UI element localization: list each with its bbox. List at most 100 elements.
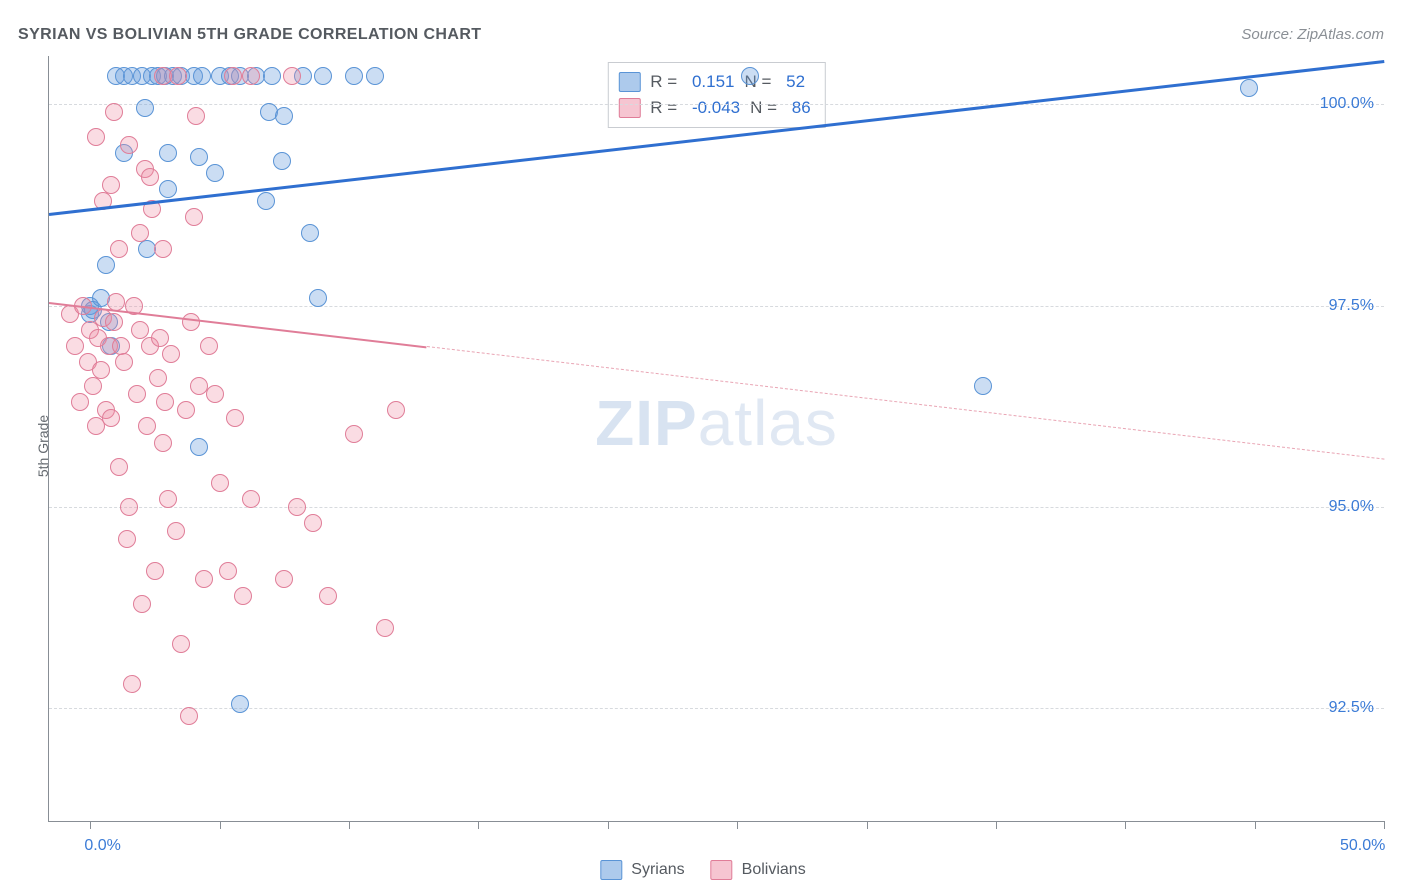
data-point[interactable]: [231, 695, 249, 713]
data-point[interactable]: [309, 289, 327, 307]
data-point[interactable]: [242, 490, 260, 508]
data-point[interactable]: [319, 587, 337, 605]
data-point[interactable]: [187, 107, 205, 125]
source-link[interactable]: ZipAtlas.com: [1297, 26, 1384, 43]
data-point[interactable]: [162, 345, 180, 363]
data-point[interactable]: [110, 240, 128, 258]
data-point[interactable]: [102, 409, 120, 427]
data-point[interactable]: [156, 393, 174, 411]
data-point[interactable]: [159, 490, 177, 508]
data-point[interactable]: [105, 103, 123, 121]
data-point[interactable]: [275, 107, 293, 125]
data-point[interactable]: [387, 401, 405, 419]
data-point[interactable]: [345, 425, 363, 443]
n-value: 52: [786, 69, 805, 95]
data-point[interactable]: [288, 498, 306, 516]
data-point[interactable]: [136, 99, 154, 117]
data-point[interactable]: [219, 562, 237, 580]
data-point[interactable]: [159, 180, 177, 198]
data-point[interactable]: [273, 152, 291, 170]
legend-item-syrians[interactable]: Syrians: [600, 860, 684, 880]
data-point[interactable]: [154, 434, 172, 452]
gridline: [49, 104, 1384, 105]
r-label: R =: [650, 69, 682, 95]
data-point[interactable]: [182, 313, 200, 331]
data-point[interactable]: [141, 168, 159, 186]
data-point[interactable]: [66, 337, 84, 355]
data-point[interactable]: [177, 401, 195, 419]
gridline: [49, 306, 1384, 307]
data-point[interactable]: [190, 438, 208, 456]
data-point[interactable]: [376, 619, 394, 637]
data-point[interactable]: [146, 562, 164, 580]
data-point[interactable]: [151, 329, 169, 347]
x-tick: [1125, 821, 1126, 829]
data-point[interactable]: [115, 353, 133, 371]
data-point[interactable]: [97, 256, 115, 274]
data-point[interactable]: [314, 67, 332, 85]
data-point[interactable]: [159, 144, 177, 162]
data-point[interactable]: [283, 67, 301, 85]
data-point[interactable]: [154, 240, 172, 258]
data-point[interactable]: [123, 675, 141, 693]
data-point[interactable]: [133, 595, 151, 613]
data-point[interactable]: [195, 570, 213, 588]
correlation-legend: R = 0.151 N = 52 R = -0.043 N = 86: [607, 62, 825, 128]
data-point[interactable]: [366, 67, 384, 85]
data-point[interactable]: [138, 417, 156, 435]
data-point[interactable]: [1240, 79, 1258, 97]
n-label: N =: [750, 95, 782, 121]
data-point[interactable]: [257, 192, 275, 210]
data-point[interactable]: [172, 635, 190, 653]
data-point[interactable]: [190, 148, 208, 166]
data-point[interactable]: [105, 313, 123, 331]
data-point[interactable]: [131, 224, 149, 242]
data-point[interactable]: [345, 67, 363, 85]
data-point[interactable]: [200, 337, 218, 355]
data-point[interactable]: [741, 67, 759, 85]
data-point[interactable]: [211, 474, 229, 492]
data-point[interactable]: [234, 587, 252, 605]
watermark-atlas: atlas: [698, 387, 838, 459]
source-attribution: Source: ZipAtlas.com: [1241, 26, 1384, 43]
data-point[interactable]: [128, 385, 146, 403]
data-point[interactable]: [226, 409, 244, 427]
legend-item-bolivians[interactable]: Bolivians: [711, 860, 806, 880]
data-point[interactable]: [107, 293, 125, 311]
data-point[interactable]: [131, 321, 149, 339]
data-point[interactable]: [301, 224, 319, 242]
data-point[interactable]: [71, 393, 89, 411]
data-point[interactable]: [206, 164, 224, 182]
data-point[interactable]: [84, 377, 102, 395]
regression-line: [427, 346, 1384, 460]
y-tick-label: 95.0%: [1329, 498, 1374, 516]
data-point[interactable]: [185, 208, 203, 226]
data-point[interactable]: [92, 361, 110, 379]
data-point[interactable]: [224, 67, 242, 85]
data-point[interactable]: [120, 136, 138, 154]
data-point[interactable]: [180, 707, 198, 725]
gridline: [49, 708, 1384, 709]
data-point[interactable]: [167, 522, 185, 540]
data-point[interactable]: [120, 498, 138, 516]
data-point[interactable]: [974, 377, 992, 395]
watermark-zip: ZIP: [595, 387, 698, 459]
swatch-pink-icon: [711, 860, 733, 880]
data-point[interactable]: [169, 67, 187, 85]
x-tick: [608, 821, 609, 829]
data-point[interactable]: [304, 514, 322, 532]
data-point[interactable]: [263, 67, 281, 85]
data-point[interactable]: [242, 67, 260, 85]
data-point[interactable]: [87, 128, 105, 146]
x-tick: [478, 821, 479, 829]
data-point[interactable]: [275, 570, 293, 588]
data-point[interactable]: [206, 385, 224, 403]
data-point[interactable]: [193, 67, 211, 85]
legend-label: Syrians: [631, 861, 684, 879]
x-tick-label-max: 50.0%: [1340, 837, 1385, 855]
r-value: -0.043: [692, 95, 740, 121]
data-point[interactable]: [110, 458, 128, 476]
data-point[interactable]: [118, 530, 136, 548]
data-point[interactable]: [149, 369, 167, 387]
x-tick: [1384, 821, 1385, 829]
